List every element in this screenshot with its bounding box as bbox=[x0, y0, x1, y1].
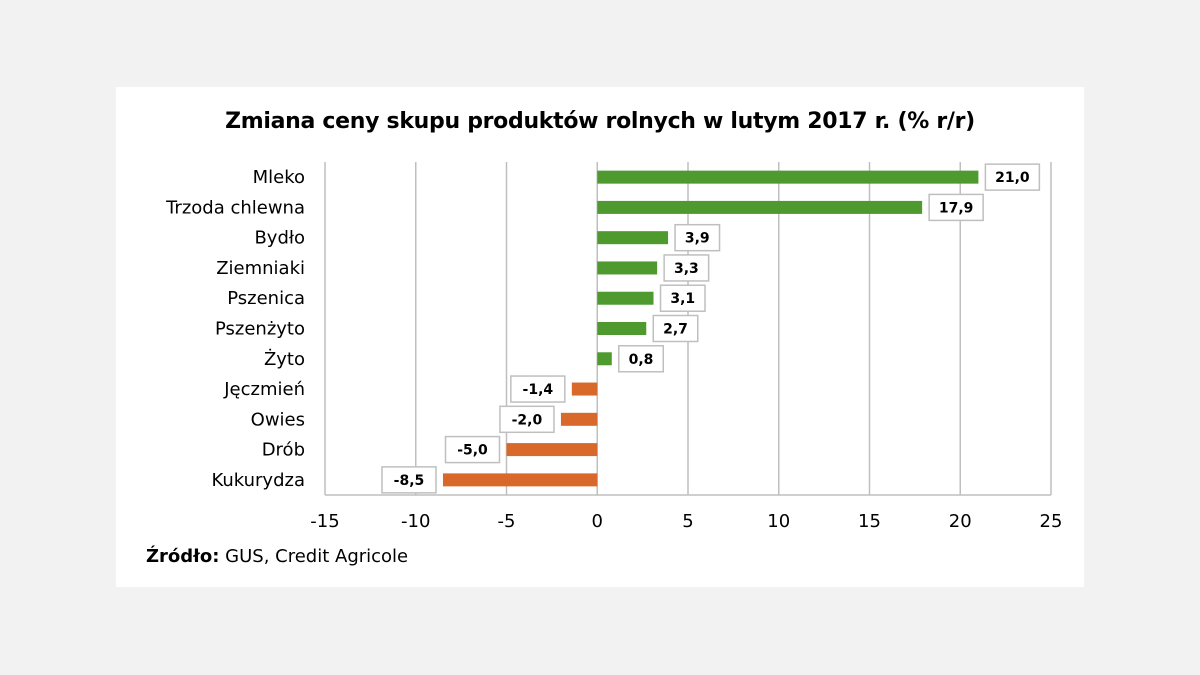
value-label: -1,4 bbox=[523, 382, 554, 398]
x-tick-label: 5 bbox=[682, 511, 693, 532]
bar-2 bbox=[597, 231, 669, 245]
value-label-box-0 bbox=[984, 163, 1041, 191]
x-tick-label: 10 bbox=[767, 511, 790, 532]
value-label: 0,8 bbox=[629, 352, 654, 368]
category-label: Bydło bbox=[254, 228, 305, 249]
value-label: -8,5 bbox=[394, 473, 425, 489]
category-label: Kukurydza bbox=[211, 470, 305, 491]
bar-0 bbox=[597, 170, 979, 184]
category-label: Pszenica bbox=[227, 288, 305, 309]
category-label: Pszenżyto bbox=[215, 319, 305, 340]
value-label-box-1 bbox=[928, 193, 984, 222]
bar-9 bbox=[506, 443, 598, 457]
value-label-box-6 bbox=[618, 345, 665, 373]
value-label-box-3 bbox=[663, 254, 710, 282]
x-tick-label: -10 bbox=[401, 511, 430, 532]
value-label-box-4 bbox=[659, 284, 706, 312]
bar-chart: -15 -10 -5 0 5 10 15 20 25 Mleko 21,0 Trzoda chlewn… bbox=[165, 162, 1063, 532]
source-label: Źródło: bbox=[146, 546, 220, 567]
source-note: Źródło: GUS, Credit Agricole bbox=[146, 546, 408, 567]
value-label: 2,7 bbox=[663, 322, 688, 338]
x-tick-label: -5 bbox=[498, 511, 516, 532]
value-label-box-9 bbox=[444, 435, 501, 464]
x-tick-label: 20 bbox=[949, 511, 972, 532]
value-label: 3,9 bbox=[685, 231, 710, 247]
value-label: -5,0 bbox=[457, 443, 488, 459]
x-tick-label: 25 bbox=[1040, 511, 1063, 532]
bar-10 bbox=[442, 473, 598, 487]
value-label-box-2 bbox=[674, 223, 721, 252]
bar-7 bbox=[571, 382, 598, 396]
category-label: Mleko bbox=[253, 167, 305, 188]
value-label-box-10 bbox=[381, 466, 437, 494]
category-label: Żyto bbox=[264, 349, 305, 370]
value-label: 21,0 bbox=[995, 170, 1030, 186]
bar-3 bbox=[597, 261, 658, 275]
value-label: -2,0 bbox=[512, 412, 543, 428]
value-label: 3,3 bbox=[674, 261, 699, 277]
source-text: GUS, Credit Agricole bbox=[219, 546, 409, 567]
value-label-box-8 bbox=[499, 405, 555, 434]
bar-5 bbox=[597, 322, 647, 335]
category-label: Trzoda chlewna bbox=[165, 197, 305, 218]
category-label: Ziemniaki bbox=[216, 258, 305, 279]
x-tick-label: 15 bbox=[858, 511, 881, 532]
bar-1 bbox=[597, 200, 923, 214]
value-label: 3,1 bbox=[670, 291, 695, 307]
bar-6 bbox=[597, 352, 612, 366]
value-label-box-7 bbox=[510, 375, 566, 403]
chart-card: Zmiana ceny skupu produktów rolnych w lu… bbox=[116, 87, 1084, 587]
category-label: Owies bbox=[251, 409, 305, 430]
value-label-box-5 bbox=[652, 314, 699, 343]
category-label: Drób bbox=[262, 440, 305, 461]
chart-title: Zmiana ceny skupu produktów rolnych w lu… bbox=[225, 109, 975, 134]
x-tick-label: -15 bbox=[310, 511, 339, 532]
category-label: Jęczmień bbox=[223, 379, 305, 400]
bar-4 bbox=[597, 291, 654, 305]
bar-8 bbox=[560, 412, 598, 426]
value-label: 17,9 bbox=[939, 200, 974, 216]
x-tick-label: 0 bbox=[592, 511, 603, 532]
